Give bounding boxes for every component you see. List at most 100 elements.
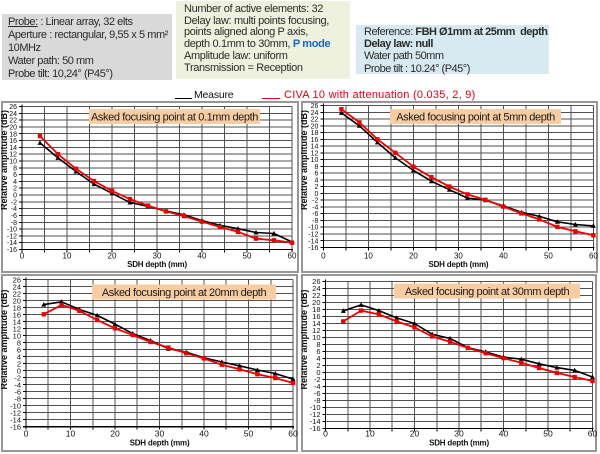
svg-text:26: 26 [312,277,320,286]
svg-text:10: 10 [364,252,373,261]
svg-text:-8: -8 [11,220,17,227]
svg-text:40: 40 [499,252,508,261]
svg-text:14: 14 [311,144,319,151]
svg-text:40: 40 [199,428,209,438]
svg-text:-2: -2 [312,198,318,205]
svg-text:-14: -14 [308,238,318,245]
svg-text:22: 22 [13,289,21,298]
svg-text:0: 0 [20,252,25,261]
svg-text:50: 50 [243,252,252,261]
svg-text:Asked focusing point at 30mm d: Asked focusing point at 30mm depth [405,286,570,298]
svg-text:10: 10 [312,333,320,342]
svg-text:0: 0 [323,428,328,438]
svg-text:-10: -10 [308,225,318,232]
svg-text:-16: -16 [10,422,21,431]
svg-text:-8: -8 [14,394,21,403]
svg-text:SDH depth (mm): SDH depth (mm) [429,439,489,448]
svg-text:-12: -12 [310,410,321,419]
svg-text:16: 16 [312,312,320,321]
svg-text:10: 10 [13,331,21,340]
svg-text:20: 20 [410,428,420,438]
svg-text:20: 20 [108,252,117,261]
svg-text:0: 0 [321,252,326,261]
svg-text:-10: -10 [10,401,21,410]
svg-text:-4: -4 [314,382,321,391]
svg-text:50: 50 [543,428,553,438]
svg-text:Asked focusing point at 20mm d: Asked focusing point at 20mm depth [102,287,267,299]
svg-text:-2: -2 [14,373,21,382]
svg-text:2: 2 [13,186,17,193]
svg-text:14: 14 [312,319,320,328]
svg-text:10: 10 [365,428,375,438]
svg-text:26: 26 [311,103,319,110]
svg-text:4: 4 [314,177,318,184]
svg-text:-2: -2 [11,199,17,206]
svg-text:24: 24 [13,282,21,291]
svg-text:SDH depth (mm): SDH depth (mm) [130,439,190,448]
svg-text:24: 24 [9,111,17,118]
svg-text:60: 60 [288,428,298,438]
svg-text:0: 0 [314,191,318,198]
svg-text:20: 20 [312,298,320,307]
svg-text:-16: -16 [7,247,17,254]
svg-text:18: 18 [13,303,21,312]
svg-text:-10: -10 [310,403,321,412]
svg-text:22: 22 [311,117,319,124]
svg-text:8: 8 [13,165,17,172]
svg-text:SDH depth (mm): SDH depth (mm) [428,260,488,269]
svg-text:20: 20 [409,252,418,261]
svg-text:-12: -12 [7,233,17,240]
svg-text:60: 60 [588,428,597,438]
svg-text:30: 30 [454,428,464,438]
svg-text:-10: -10 [7,227,17,234]
svg-text:-6: -6 [14,387,21,396]
svg-text:6: 6 [17,345,21,354]
svg-text:50: 50 [244,428,254,438]
svg-text:0: 0 [13,193,17,200]
svg-text:14: 14 [9,145,17,152]
svg-text:12: 12 [13,324,21,333]
svg-text:30: 30 [454,252,463,261]
svg-text:-4: -4 [14,380,21,389]
svg-text:4: 4 [316,354,320,363]
svg-text:-12: -12 [308,232,318,239]
svg-text:16: 16 [9,138,17,145]
svg-text:Relative amplitude (dB): Relative amplitude (dB) [301,110,309,210]
svg-text:50: 50 [544,252,553,261]
svg-text:18: 18 [9,131,17,138]
svg-text:60: 60 [288,252,297,261]
svg-text:-8: -8 [314,396,321,405]
svg-text:2: 2 [17,359,21,368]
svg-text:2: 2 [314,184,318,191]
svg-text:26: 26 [9,104,17,111]
svg-text:-14: -14 [310,417,321,426]
svg-text:Relative amplitude (dB): Relative amplitude (dB) [301,289,309,389]
svg-text:40: 40 [499,428,509,438]
svg-text:-12: -12 [10,408,21,417]
svg-text:-16: -16 [310,424,321,433]
svg-text:20: 20 [9,124,17,131]
svg-text:16: 16 [13,310,21,319]
svg-text:Relative amplitude (dB): Relative amplitude (dB) [1,289,9,389]
svg-text:18: 18 [312,305,320,314]
svg-text:12: 12 [312,326,320,335]
svg-text:12: 12 [311,150,319,157]
svg-text:24: 24 [311,110,319,117]
svg-text:20: 20 [13,296,21,305]
svg-text:8: 8 [316,340,320,349]
svg-text:-14: -14 [10,415,21,424]
svg-text:6: 6 [314,171,318,178]
svg-text:12: 12 [9,152,17,159]
svg-text:2: 2 [316,361,320,370]
svg-text:-4: -4 [312,204,318,211]
svg-text:-16: -16 [308,245,318,252]
svg-text:18: 18 [311,130,319,137]
svg-text:0: 0 [17,366,21,375]
svg-text:40: 40 [198,252,207,261]
svg-text:-14: -14 [7,240,17,247]
svg-text:8: 8 [314,164,318,171]
svg-text:24: 24 [312,284,320,293]
svg-text:-6: -6 [312,211,318,218]
svg-text:-2: -2 [314,375,321,384]
svg-text:60: 60 [589,252,598,261]
